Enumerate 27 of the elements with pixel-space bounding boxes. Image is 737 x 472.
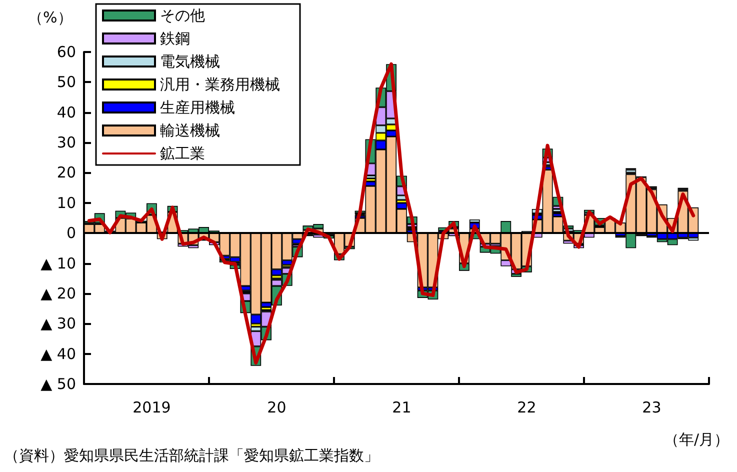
y-tick-label: ▲ 20 — [40, 284, 76, 302]
x-tick-label: 23 — [642, 398, 662, 416]
y-tick-label: 60 — [56, 43, 76, 61]
y-tick-label: ▲ 30 — [40, 314, 76, 333]
y-tick-label: 30 — [56, 134, 76, 152]
legend-label: 生産用機械 — [160, 98, 235, 116]
x-axis-title: （年/月） — [664, 430, 730, 448]
y-tick-label: 40 — [56, 103, 76, 122]
y-tick-label: ▲ 40 — [40, 344, 76, 363]
y-tick-label: 50 — [56, 73, 76, 92]
legend-label: 鉄鋼 — [160, 30, 190, 48]
legend-label: 汎用・業務用機械 — [160, 76, 280, 94]
y-tick-label: ▲ 10 — [40, 254, 76, 272]
x-tick-label: 22 — [517, 398, 536, 416]
legend-label: 輸送機械 — [160, 122, 220, 140]
x-tick-label: 21 — [392, 398, 412, 416]
legend-label: その他 — [160, 6, 205, 24]
legend-label: 電気機械 — [160, 52, 220, 70]
y-tick-label: 10 — [56, 194, 76, 212]
y-tick-label: 0 — [66, 224, 76, 242]
y-axis-title: （%） — [28, 8, 72, 26]
y-tick-label: 20 — [56, 164, 76, 182]
x-tick-label: 20 — [267, 398, 286, 416]
text: （資料）愛知県県民生活部統計課「愛知県鉱工業指数」 — [4, 446, 379, 464]
x-tick-label: 2019 — [132, 398, 171, 416]
y-tick-label: ▲ 50 — [40, 375, 76, 393]
legend-label: 鉱工業 — [160, 144, 205, 162]
